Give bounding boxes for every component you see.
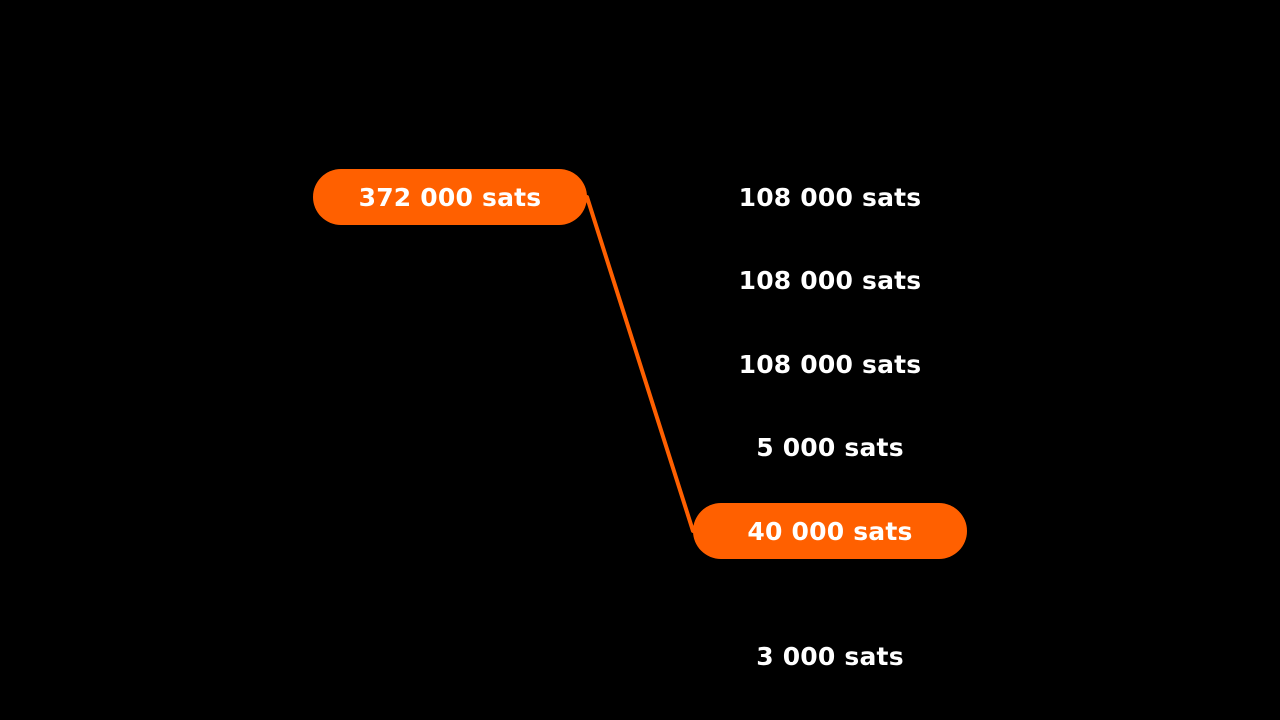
output-amount-1: 108 000 sats bbox=[738, 182, 922, 212]
output-amount-5-highlighted: 40 000 sats bbox=[693, 503, 967, 559]
link-input-to-output-5 bbox=[585, 195, 695, 533]
output-amount-3: 108 000 sats bbox=[738, 349, 922, 379]
output-amount-6: 3 000 sats bbox=[756, 641, 904, 671]
output-amount-4: 5 000 sats bbox=[756, 432, 904, 462]
input-amount-pill: 372 000 sats bbox=[313, 169, 587, 225]
output-amount-2: 108 000 sats bbox=[738, 265, 922, 295]
